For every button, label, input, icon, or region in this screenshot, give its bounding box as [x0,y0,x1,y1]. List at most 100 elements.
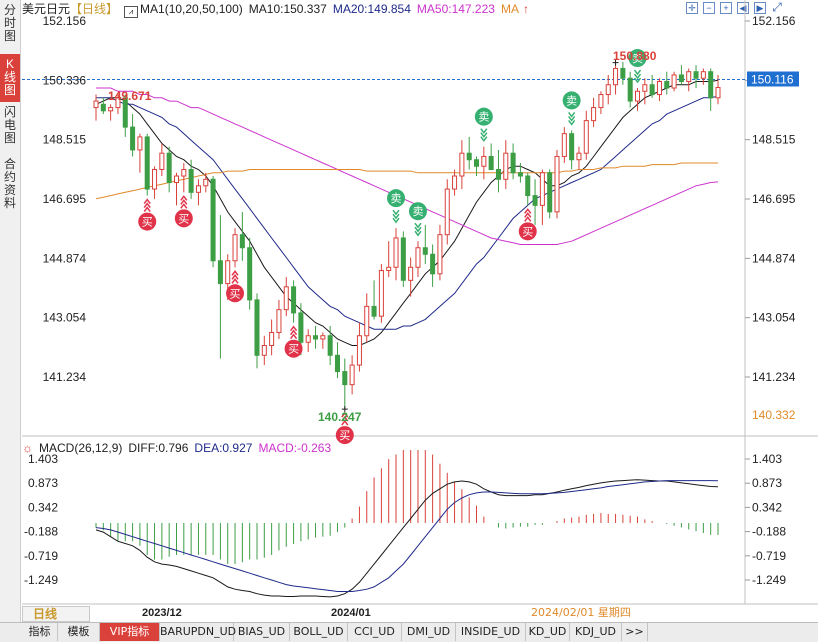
maximize-icon[interactable]: ⤢ [771,0,783,14]
buy-arrow [143,202,151,209]
ma-more-arrow-icon[interactable]: ↑ [522,2,529,16]
candle-body [554,155,560,213]
candle-body [605,84,611,96]
buy-marker-label: 买 [230,287,241,300]
scroll-right-icon[interactable]: ▶ [754,2,766,14]
period-selector[interactable]: 日线 [22,606,90,622]
zoom-out-icon[interactable]: − [703,2,715,14]
crosshair-icon[interactable]: ✛ [686,2,698,14]
zoom-in-icon[interactable]: + [720,2,732,14]
sell-marker [562,91,581,110]
sell-marker [628,49,647,68]
candle-body [386,266,392,272]
candle-body [408,266,414,281]
tab-kdj[interactable]: KDJ_UD [570,623,622,641]
ma20-value: MA20:149.854 [332,2,411,16]
tab-dmi[interactable]: DMI_UD [402,623,456,641]
tab-cci[interactable]: CCI_UD [348,623,402,641]
candle-body [217,260,223,285]
candle-body [108,107,114,112]
candle-body [305,335,311,343]
candle-body [181,169,187,177]
low-price-label: 140.247 [318,410,362,424]
candle-body [159,152,165,171]
price-tick-label: 146.695 [752,192,796,206]
tab-templates[interactable]: 模板 [58,623,100,641]
tab-inside[interactable]: INSIDE_UD [456,623,526,641]
tab-kline[interactable]: K 线 图 [0,54,20,102]
candle-body [195,185,201,193]
macd-tick-label-left: -0.719 [24,549,58,563]
signal-markers: 买买买买买买卖卖卖卖卖 [138,49,647,445]
tab-contract-info[interactable]: 合 约 资 料 [3,157,16,210]
indicator-tab-bar: 指标 模板 VIP指标 BARUPDN_UD BIAS_UD BOLL_UD C… [0,622,818,642]
macd-tick-label: -0.719 [752,549,786,563]
tab-vip-indicators[interactable]: VIP指标 [100,623,160,641]
buy-arrow [289,329,298,336]
candle-body [210,178,216,262]
high-point-mark [612,59,619,66]
macd-panel [95,450,719,598]
macd-tick-label: 1.403 [752,452,782,466]
candle-body [591,107,597,122]
tab-boll[interactable]: BOLL_UD [290,623,348,641]
tab-more[interactable]: >> [622,623,648,641]
last-price-label: 150.116 [751,72,794,86]
macd-value: MACD:-0.263 [258,441,332,455]
buy-marker-label: 买 [288,343,299,356]
tab-barupdn[interactable]: BARUPDN_UD [160,623,236,641]
candle-body [510,152,516,174]
tab-flash[interactable]: 闪 电 图 [3,105,16,145]
macd-settings-icon[interactable]: ☼ [22,441,33,455]
macd-legend: ☼ MACD(26,12,9) DIFF:0.796 DEA:0.927 MACD:-0… [22,440,337,456]
candle-body [627,77,633,102]
last-price-box [747,71,799,87]
buy-arrow [289,325,298,332]
buy-marker [174,209,193,228]
price-tick-label: 143.054 [752,311,796,325]
sell-arrow [414,222,422,229]
candle-body [452,175,458,190]
price-tick-label-left: 152.156 [43,14,87,28]
candle-body [708,71,714,99]
candle-body [547,172,553,213]
candle-body [115,97,121,109]
candles [93,61,721,410]
candle-body [495,169,501,180]
dea-value: DEA:0.927 [194,441,253,455]
candle-body [686,71,692,82]
buy-marker [284,339,303,358]
candle-body [474,159,480,167]
sell-marker-label: 卖 [391,192,402,205]
candle-body [393,237,399,268]
tab-kd[interactable]: KD_UD [526,623,570,641]
candle-body [364,305,370,337]
sell-marker-label: 卖 [412,205,423,218]
candle-body [327,335,333,356]
view-tabs: 分 时 图 K 线 图 闪 电 图 合 约 资 料 [0,0,21,622]
macd-tick-label: 0.342 [752,500,782,514]
candle-body [400,237,406,281]
dea-line [95,480,719,592]
macd-tick-label: -1.249 [752,573,786,587]
scroll-left-icon[interactable]: ◀ [737,2,749,14]
sell-marker [474,107,493,126]
candle-body [415,247,421,268]
price-tick-label: 144.874 [752,251,796,265]
low-point-mark [341,406,348,413]
buy-arrow [341,415,349,422]
buy-arrow [180,199,188,205]
tab-bias[interactable]: BIAS_UD [234,623,290,641]
candle-body [459,152,465,177]
extra-price-label: 140.332 [752,408,796,422]
buy-arrow [341,419,349,426]
macd-tick-label-left: 1.403 [28,452,58,466]
macd-tick-label-left: 0.342 [28,500,58,514]
candle-body [620,67,626,79]
tab-timeshare[interactable]: 分 时 图 [3,3,16,43]
candle-body [539,172,545,206]
cursor-date-label: 2024/02/01 星期四 [531,606,631,619]
tab-indicators[interactable]: 指标 [22,623,58,641]
period-label: 【日线】 [70,2,119,16]
